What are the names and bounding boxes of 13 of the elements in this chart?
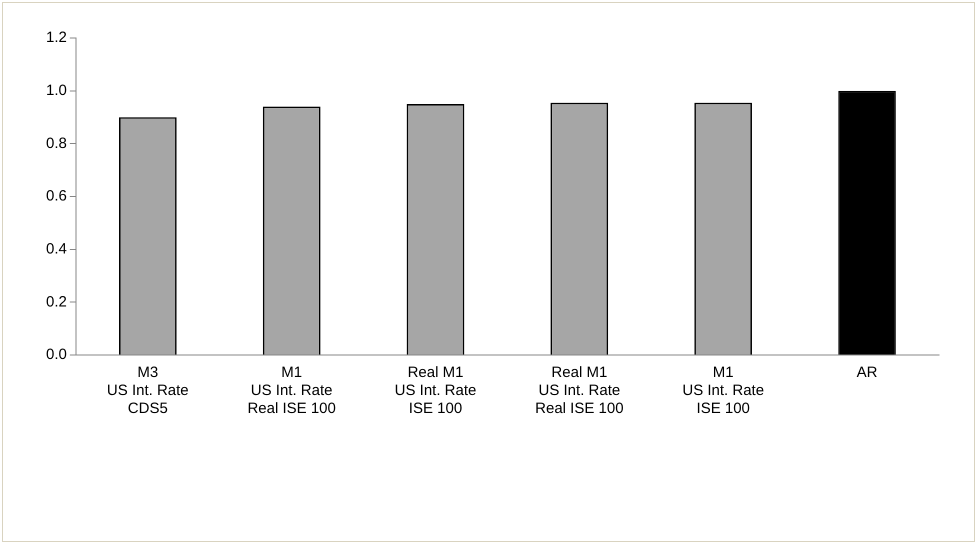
x-tick-label: Real M1 US Int. Rate ISE 100 <box>394 364 476 418</box>
x-tick-label: AR <box>856 364 878 382</box>
y-tick-label: 0.2 <box>46 293 67 310</box>
y-tick-label: 1.0 <box>46 82 67 99</box>
x-tick-label: Real M1 US Int. Rate Real ISE 100 <box>535 364 624 418</box>
x-tick-label: M1 US Int. Rate ISE 100 <box>682 364 764 418</box>
x-tick-label: M1 US Int. Rate Real ISE 100 <box>247 364 336 418</box>
y-tick-label: 0.8 <box>46 134 67 152</box>
y-tick-label: 0.6 <box>46 188 67 205</box>
y-tick-label: 0.4 <box>46 240 67 258</box>
x-tick-label: M3 US Int. Rate CDS5 <box>106 364 189 418</box>
y-tick-label: 0.0 <box>46 346 67 364</box>
y-tick-label: 1.2 <box>46 29 67 46</box>
